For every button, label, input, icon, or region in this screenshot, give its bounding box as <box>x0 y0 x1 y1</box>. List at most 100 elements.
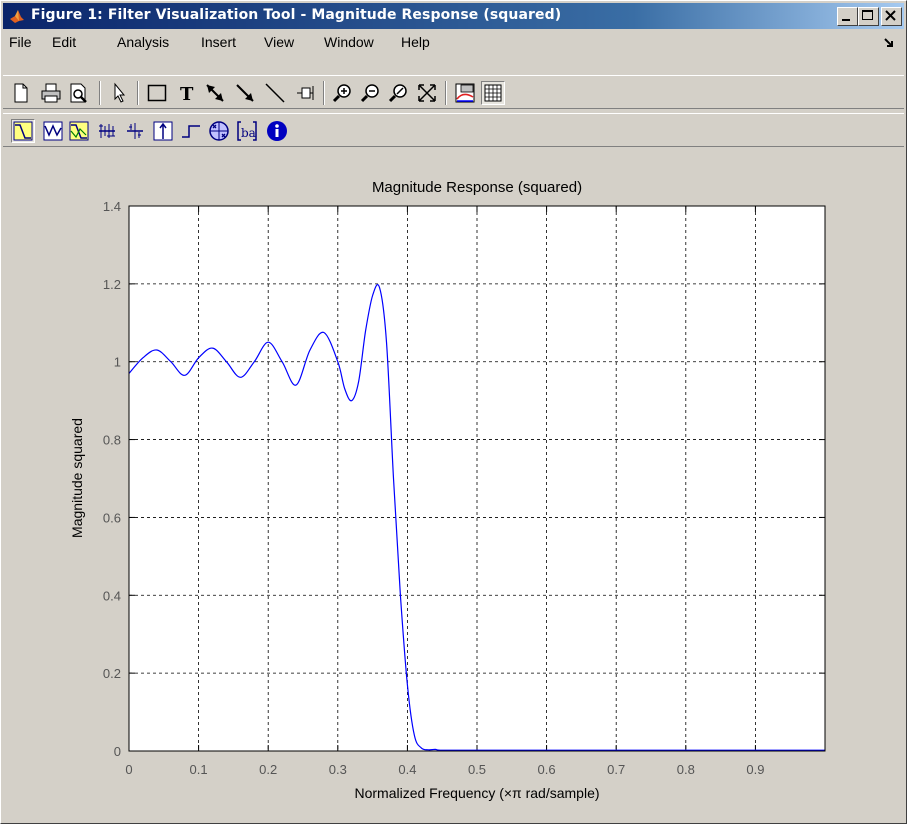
minimize-button[interactable] <box>837 7 858 26</box>
insert-rectangle-icon <box>147 84 167 102</box>
y-tick-label: 1.4 <box>103 199 121 214</box>
filter-information-button[interactable] <box>265 119 289 143</box>
legend-icon <box>455 83 475 103</box>
svg-text:T: T <box>180 84 194 105</box>
full-view-icon <box>418 84 436 102</box>
new-figure-button[interactable] <box>9 81 33 105</box>
phase-response-icon <box>43 121 63 141</box>
y-tick-label: 0.2 <box>103 666 121 681</box>
close-button[interactable] <box>881 7 902 26</box>
maximize-icon <box>862 10 873 20</box>
y-tick-label: 0.4 <box>103 588 121 603</box>
window-title: Figure 1: Filter Visualization Tool - Ma… <box>31 7 562 23</box>
magnitude-response-button[interactable] <box>11 119 35 143</box>
y-tick-label: 1 <box>114 355 121 370</box>
grid-lines <box>129 206 825 751</box>
pole-zero-icon <box>209 121 229 141</box>
x-tick-label: 0.8 <box>677 762 695 777</box>
filter-coefficients-icon: ba <box>237 121 257 141</box>
insert-line-icon <box>265 83 285 103</box>
print-preview-icon <box>70 83 87 103</box>
insert-line-arrow-icon <box>236 84 254 102</box>
menu-file[interactable]: File <box>9 34 32 50</box>
y-tick-label: 1.2 <box>103 277 121 292</box>
impulse-response-button[interactable] <box>151 119 175 143</box>
menu-view[interactable]: View <box>264 34 295 50</box>
insert-line-arrow-button[interactable] <box>233 81 257 105</box>
grid-icon <box>484 84 502 102</box>
menu-edit[interactable]: Edit <box>52 34 77 50</box>
y-axis-label: Magnitude squared <box>69 418 85 538</box>
menu-insert[interactable]: Insert <box>201 34 237 50</box>
full-view-button[interactable] <box>415 81 439 105</box>
axis-ticks: 0 0.1 0.2 0.3 0.4 0.5 0.6 0.7 0.8 0.9 0 0.2 0.4 0.6 0.… <box>103 199 825 777</box>
toolbar-separator <box>99 81 101 105</box>
zoom-y-icon <box>388 84 407 103</box>
print-icon <box>41 83 61 103</box>
insert-text-icon: T <box>180 84 194 105</box>
matlab-logo-icon <box>10 10 24 23</box>
x-tick-label: 0.4 <box>398 762 416 777</box>
insert-line-button[interactable] <box>263 81 287 105</box>
rotate-3d-button[interactable] <box>293 81 317 105</box>
impulse-response-icon <box>153 121 173 141</box>
x-tick-label: 0.9 <box>746 762 764 777</box>
x-tick-label: 0.3 <box>329 762 347 777</box>
minimize-icon <box>842 19 850 21</box>
rotate-3d-icon <box>297 86 314 100</box>
svg-text:ba: ba <box>241 126 256 140</box>
edit-plot-button[interactable] <box>107 81 131 105</box>
figure-toolbar: T <box>3 75 904 109</box>
chart-title: Magnitude Response (squared) <box>372 179 582 196</box>
filter-information-icon <box>267 121 287 141</box>
maximize-button[interactable] <box>858 7 879 26</box>
y-tick-label: 0.8 <box>103 433 121 448</box>
x-tick-label: 0.2 <box>259 762 277 777</box>
zoom-in-button[interactable] <box>331 81 355 105</box>
close-icon <box>885 10 896 21</box>
y-tick-label: 0 <box>114 744 121 759</box>
step-response-button[interactable] <box>179 119 203 143</box>
legend-button[interactable] <box>453 81 477 105</box>
x-tick-label: 0.7 <box>607 762 625 777</box>
menu-help[interactable]: Help <box>401 34 430 50</box>
menu-bar: File Edit Analysis Insert View Window He… <box>3 31 904 56</box>
print-button[interactable] <box>39 81 63 105</box>
filter-coefficients-button[interactable]: ba <box>235 119 259 143</box>
group-delay-icon <box>99 124 115 138</box>
phase-delay-button[interactable] <box>123 119 147 143</box>
x-tick-label: 0.1 <box>190 762 208 777</box>
insert-text-button[interactable]: T <box>175 81 199 105</box>
x-axis-label: Normalized Frequency (×π rad/sample) <box>354 785 599 801</box>
grid-toggle-button[interactable] <box>481 81 505 105</box>
title-bar[interactable]: Figure 1: Filter Visualization Tool - Ma… <box>3 3 904 29</box>
zoom-out-icon <box>360 84 379 103</box>
insert-arrow-icon <box>206 84 224 102</box>
phase-delay-icon <box>127 123 143 139</box>
toolbar-separator <box>137 81 139 105</box>
zoom-in-icon <box>332 84 351 103</box>
toolbar-separator <box>323 81 325 105</box>
magnitude-phase-button[interactable] <box>67 119 91 143</box>
magnitude-phase-icon <box>69 121 89 141</box>
insert-rectangle-button[interactable] <box>145 81 169 105</box>
dock-arrow-icon[interactable] <box>882 36 896 50</box>
x-tick-label: 0.6 <box>538 762 556 777</box>
magnitude-response-line[interactable] <box>128 284 825 751</box>
print-preview-button[interactable] <box>67 81 91 105</box>
axes-frame <box>128 205 826 752</box>
menu-analysis[interactable]: Analysis <box>117 34 170 50</box>
new-figure-icon <box>14 83 28 103</box>
insert-arrow-button[interactable] <box>203 81 227 105</box>
phase-response-button[interactable] <box>41 119 65 143</box>
pole-zero-button[interactable] <box>207 119 231 143</box>
x-tick-label: 0.5 <box>468 762 486 777</box>
toolbar-separator <box>445 81 447 105</box>
y-tick-label: 0.6 <box>103 510 121 525</box>
zoom-y-button[interactable] <box>387 81 411 105</box>
menu-window[interactable]: Window <box>324 34 374 50</box>
zoom-out-button[interactable] <box>359 81 383 105</box>
group-delay-button[interactable] <box>95 119 119 143</box>
